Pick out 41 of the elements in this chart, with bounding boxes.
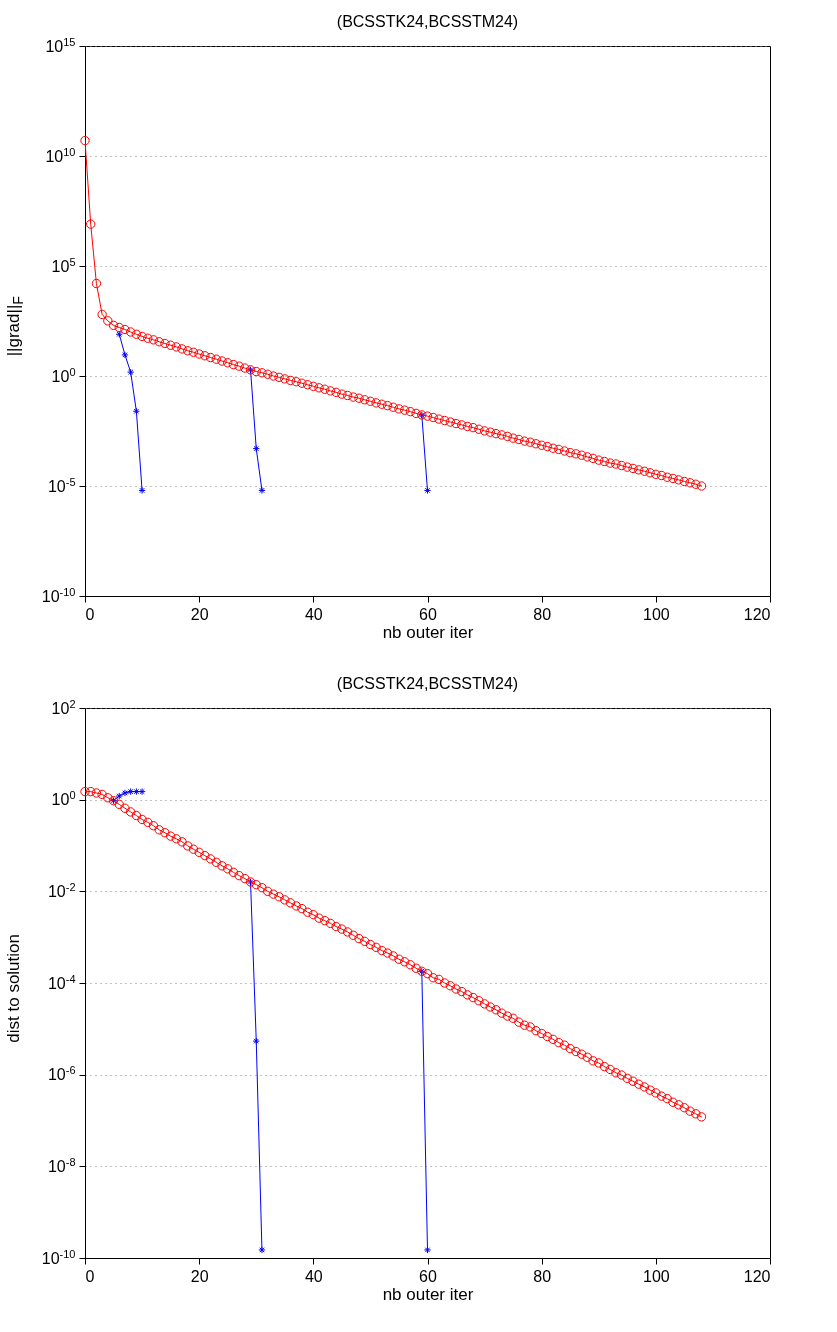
y-tick-label: 10$^{-2}$ <box>47 880 76 900</box>
x-tick-label: 80 <box>533 1267 552 1285</box>
y-tick-label: 10$^{-8}$ <box>47 1155 76 1175</box>
x-tick-label: 0 <box>85 1267 95 1285</box>
x-tick-label: 0 <box>85 605 95 623</box>
y-tick-label: 10$^{0}$ <box>51 789 76 809</box>
point <box>138 486 146 495</box>
x-tick-label: 100 <box>642 605 670 623</box>
point <box>121 351 129 359</box>
y-tick-label: 10$^{-10}$ <box>41 1247 76 1267</box>
x-tick-label: 100 <box>642 1267 670 1285</box>
x-axis-title: nb outer iter <box>382 622 474 642</box>
point <box>252 1037 260 1045</box>
y-tick-label: 10$^{10}$ <box>45 145 76 165</box>
y-tick-label: 10$^{-4}$ <box>47 972 76 992</box>
point <box>115 330 123 338</box>
chart-title: (BCSSTK24,BCSSTM24) <box>336 675 519 692</box>
y-tick-label: 10$^{0}$ <box>51 365 76 385</box>
y-tick-label: 10$^{-10}$ <box>41 585 76 605</box>
x-tick-label: 60 <box>419 605 437 623</box>
x-tick-label: 40 <box>304 605 323 623</box>
y-tick-label: 10$^{15}$ <box>45 35 76 55</box>
point <box>132 407 141 415</box>
y-tick-label: 10$^{5}$ <box>51 255 76 275</box>
x-tick-label: 120 <box>743 1267 771 1285</box>
x-tick-label: 20 <box>190 1267 209 1285</box>
x-axis-title: nb outer iter <box>382 1284 474 1304</box>
point <box>127 368 135 376</box>
y-tick-label: 10$^{2}$ <box>51 697 76 717</box>
point <box>258 486 266 495</box>
x-tick-label: 20 <box>190 605 209 623</box>
point <box>252 444 260 453</box>
x-tick-label: 80 <box>533 605 552 623</box>
x-tick-label: 60 <box>419 1267 437 1285</box>
y-tick-label: 10$^{-5}$ <box>47 475 76 495</box>
chart-title: (BCSSTK24,BCSSTM24) <box>336 13 519 30</box>
x-tick-label: 40 <box>304 1267 323 1285</box>
y-tick-label: 10$^{-6}$ <box>47 1064 76 1084</box>
point <box>258 1246 266 1254</box>
y-axis-title: dist to solution <box>4 933 24 1043</box>
x-tick-label: 120 <box>743 605 771 623</box>
